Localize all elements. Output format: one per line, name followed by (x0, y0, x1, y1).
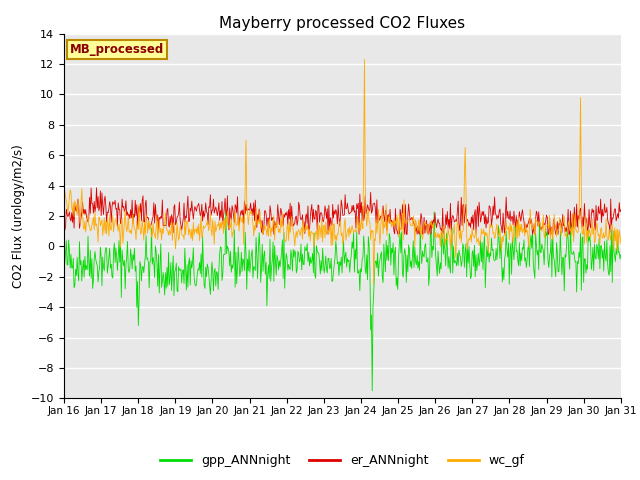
gpp_ANNnight (412, 258, 419, 264)
wc_gf (412, 217, 419, 223)
er_ANNnight (128, 197, 136, 203)
Y-axis label: CO2 Flux (urology/m2/s): CO2 Flux (urology/m2/s) (12, 144, 26, 288)
er_ANNnight (70, 225, 78, 231)
er_ANNnight (185, 219, 193, 225)
wc_gf (370, 281, 378, 287)
er_ANNnight (259, 231, 267, 237)
er_ANNnight (412, 228, 419, 234)
wc_gf (428, 222, 436, 228)
er_ANNnight (617, 207, 625, 213)
wc_gf (70, 214, 78, 220)
gpp_ANNnight (369, 388, 376, 394)
Line: gpp_ANNnight: gpp_ANNnight (64, 209, 621, 391)
Line: er_ANNnight: er_ANNnight (64, 188, 621, 234)
wc_gf (214, 222, 221, 228)
er_ANNnight (214, 207, 222, 213)
gpp_ANNnight (222, 206, 230, 212)
Text: MB_processed: MB_processed (70, 43, 164, 56)
gpp_ANNnight (70, 285, 78, 291)
Line: wc_gf: wc_gf (64, 60, 621, 284)
gpp_ANNnight (428, 254, 436, 260)
Title: Mayberry processed CO2 Fluxes: Mayberry processed CO2 Fluxes (220, 16, 465, 31)
gpp_ANNnight (184, 284, 192, 290)
gpp_ANNnight (60, 252, 68, 258)
er_ANNnight (60, 211, 68, 216)
wc_gf (617, 240, 625, 246)
gpp_ANNnight (214, 270, 221, 276)
wc_gf (127, 231, 135, 237)
er_ANNnight (428, 218, 436, 224)
wc_gf (184, 222, 192, 228)
er_ANNnight (93, 185, 100, 191)
Legend: gpp_ANNnight, er_ANNnight, wc_gf: gpp_ANNnight, er_ANNnight, wc_gf (155, 449, 530, 472)
gpp_ANNnight (127, 254, 135, 260)
gpp_ANNnight (617, 252, 625, 258)
wc_gf (60, 210, 68, 216)
wc_gf (360, 57, 368, 62)
